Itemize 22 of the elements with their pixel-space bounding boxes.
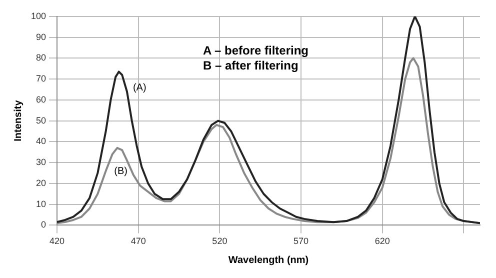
y-tick-label: 20 [36,178,46,188]
y-tick-label: 0 [41,220,46,230]
y-tick-label: 10 [36,198,46,209]
y-tick-label: 90 [36,32,46,42]
y-tick-label: 60 [36,94,46,104]
y-axis-title: Intensity [12,100,24,142]
x-tick-label: 520 [212,236,228,246]
y-tick-label: 70 [36,74,46,84]
x-tick-label: 420 [50,236,65,246]
annotation: (B) [114,166,128,177]
y-tick-label: 50 [36,115,46,126]
y-tick-label: 100 [30,10,46,21]
x-tick-label: 470 [130,236,146,246]
annotation: A – before filtering [202,44,309,58]
y-tick-label: 80 [36,52,46,63]
x-tick-label: 620 [374,236,390,246]
y-tick-label: 30 [36,157,46,168]
annotation: (A) [132,82,146,94]
x-axis-title: Wavelength (nm) [228,254,309,266]
y-tick-label: 40 [36,136,46,146]
annotation: B – after filtering [202,58,298,73]
x-tick-label: 570 [294,236,309,246]
